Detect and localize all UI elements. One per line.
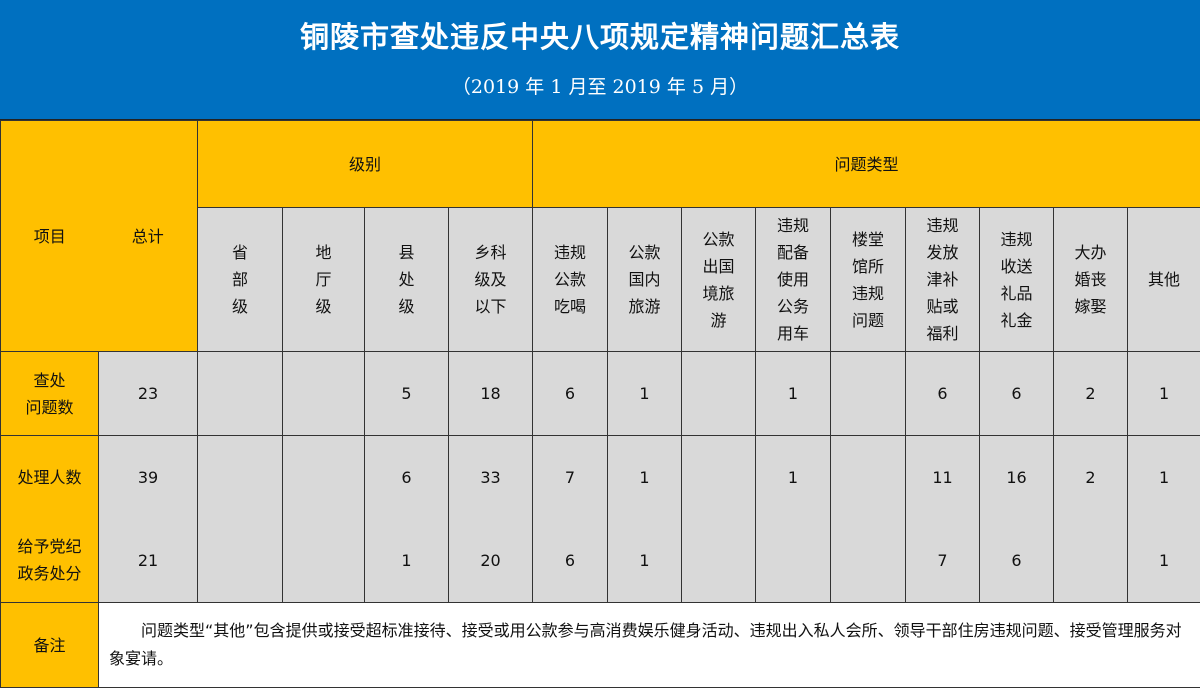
column-header: 楼堂 馆所 违规 问题: [831, 208, 906, 352]
table-cell: [283, 352, 365, 436]
table-cell: 2: [1054, 352, 1128, 436]
column-header: 违规 公款 吃喝: [533, 208, 608, 352]
date-range: （2019 年 1 月至 2019 年 5 月）: [0, 72, 1200, 99]
table-cell: [682, 436, 756, 519]
table-cell: 6: [980, 519, 1054, 603]
remark-label: 备注: [1, 603, 99, 688]
row-label: 给予党纪 政务处分: [1, 519, 99, 603]
table-cell: 2: [1054, 436, 1128, 519]
row-total: 21: [99, 519, 198, 603]
table-cell: 7: [906, 519, 980, 603]
column-header: 乡科 级及 以下: [449, 208, 533, 352]
table-cell: 1: [608, 519, 682, 603]
table-cell: [198, 352, 283, 436]
table-cell: 20: [449, 519, 533, 603]
table-cell: [1054, 519, 1128, 603]
item-header: 项目: [1, 121, 99, 352]
column-header: 县 处 级: [365, 208, 449, 352]
type-group-header: 问题类型: [533, 121, 1200, 208]
table-cell: 1: [608, 436, 682, 519]
table-cell: [198, 519, 283, 603]
column-header: 违规 配备 使用 公务 用车: [756, 208, 831, 352]
table-cell: [198, 436, 283, 519]
level-group-header: 级别: [198, 121, 533, 208]
table-cell: 18: [449, 352, 533, 436]
table-cell: 6: [533, 519, 608, 603]
title-banner: 铜陵市查处违反中央八项规定精神问题汇总表 （2019 年 1 月至 2019 年…: [0, 0, 1200, 120]
table-cell: [831, 519, 906, 603]
table-cell: 6: [980, 352, 1054, 436]
table-cell: 6: [906, 352, 980, 436]
total-header: 总计: [99, 121, 198, 352]
table-cell: 6: [365, 436, 449, 519]
table-cell: 1: [365, 519, 449, 603]
table-cell: 1: [1128, 519, 1200, 603]
table-cell: 1: [756, 352, 831, 436]
table-cell: 1: [608, 352, 682, 436]
table-cell: [283, 436, 365, 519]
column-header: 公款 国内 旅游: [608, 208, 682, 352]
row-total: 39: [99, 436, 198, 519]
table-cell: [831, 436, 906, 519]
row-total: 23: [99, 352, 198, 436]
table-cell: 1: [1128, 436, 1200, 519]
column-header: 违规 发放 津补 贴或 福利: [906, 208, 980, 352]
table-cell: 16: [980, 436, 1054, 519]
table-cell: [283, 519, 365, 603]
remark-text: 问题类型“其他”包含提供或接受超标准接待、接受或用公款参与高消费娱乐健身活动、违…: [99, 603, 1200, 688]
table-cell: [682, 519, 756, 603]
row-label: 处理人数: [1, 436, 99, 519]
summary-table: 项目 总计 级别 问题类型 省 部 级地 厅 级县 处 级乡科 级及 以下违规 …: [0, 120, 1200, 688]
table-cell: 33: [449, 436, 533, 519]
column-header: 大办 婚丧 嫁娶: [1054, 208, 1128, 352]
table-cell: 6: [533, 352, 608, 436]
page-title: 铜陵市查处违反中央八项规定精神问题汇总表: [0, 14, 1200, 56]
column-header: 其他: [1128, 208, 1200, 352]
table-cell: 1: [1128, 352, 1200, 436]
table-cell: 1: [756, 436, 831, 519]
table-cell: [682, 352, 756, 436]
column-header: 省 部 级: [198, 208, 283, 352]
column-header: 地 厅 级: [283, 208, 365, 352]
table-cell: 11: [906, 436, 980, 519]
table-cell: 7: [533, 436, 608, 519]
table-cell: [756, 519, 831, 603]
column-header: 公款 出国 境旅 游: [682, 208, 756, 352]
row-label: 查处 问题数: [1, 352, 99, 436]
column-header: 违规 收送 礼品 礼金: [980, 208, 1054, 352]
table-cell: [831, 352, 906, 436]
table-cell: 5: [365, 352, 449, 436]
